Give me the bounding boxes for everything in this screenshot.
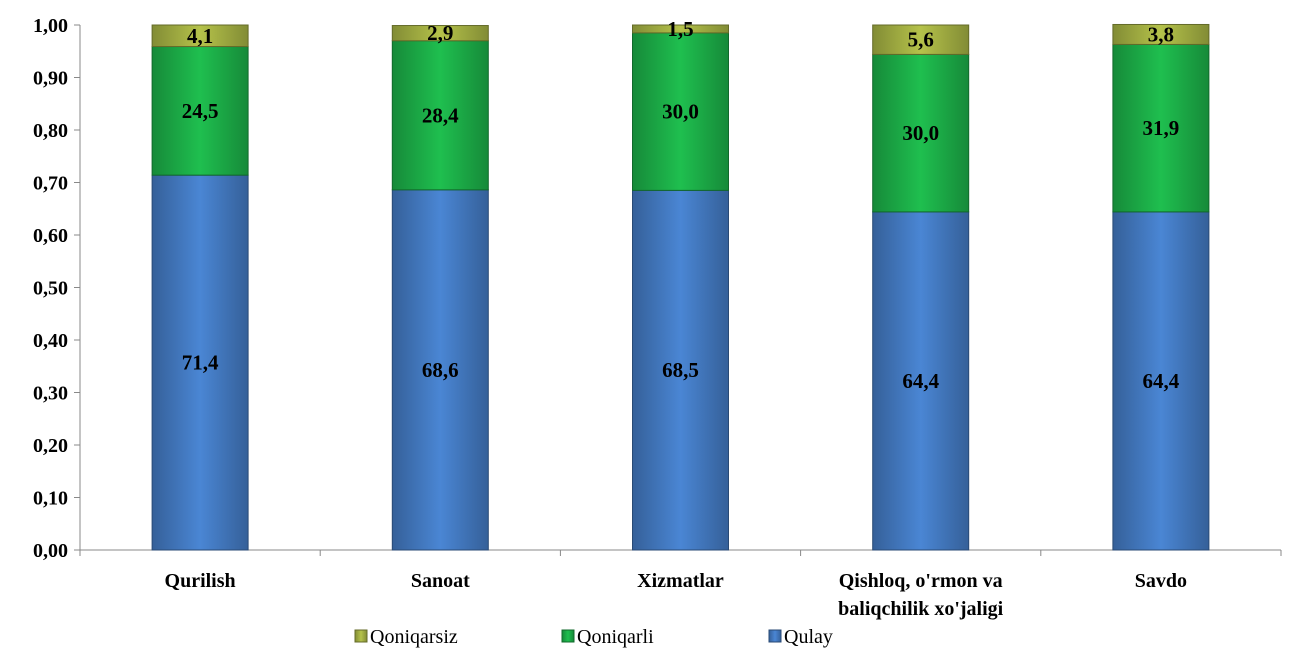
bar-segment-qoniqarli [391, 40, 489, 191]
category-labels: Qurilish Sanoat Xizmatlar Qishloq, o'rmon v… [165, 570, 1187, 620]
category-label: Sanoat [411, 570, 470, 592]
bar-segment-qulay [872, 211, 970, 551]
data-label: 30,0 [902, 121, 939, 145]
y-tick-label: 0,10 [33, 488, 68, 510]
y-tick-label: 0,00 [33, 540, 68, 562]
category-label: Xizmatlar [637, 570, 724, 592]
data-label: 64,4 [1143, 369, 1180, 393]
data-labels: 71,4 24,5 4,1 68,6 28,4 2,9 68,5 30,0 1,5 64,4 30,… [182, 17, 1180, 393]
bar-segment-qoniqarsiz [1112, 23, 1210, 45]
bar-segment-qulay [632, 189, 729, 551]
data-label: 68,6 [422, 358, 459, 382]
legend-label: Qoniqarli [577, 626, 654, 648]
bar-segment-qulay [151, 174, 249, 551]
y-tick-label: 0,60 [33, 225, 68, 247]
data-label: 5,6 [908, 28, 934, 52]
y-tick-label: 0,30 [33, 383, 68, 405]
y-tick-label: 0,20 [33, 435, 68, 457]
y-tick-label: 1,00 [33, 15, 68, 37]
legend-label: Qoniqarsiz [370, 626, 458, 648]
bar-segment-qulay [1112, 211, 1210, 551]
legend: Qoniqarsiz Qoniqarli Qulay [354, 626, 833, 648]
data-label: 64,4 [902, 369, 939, 393]
y-tick-label: 0,80 [33, 120, 68, 142]
data-label: 4,1 [187, 24, 213, 48]
legend-swatch [768, 629, 782, 643]
data-label: 24,5 [182, 99, 219, 123]
data-label: 30,0 [662, 100, 699, 124]
bar-segment-qulay [391, 189, 489, 551]
legend-swatch [561, 629, 575, 643]
bar-segment-qoniqarli [151, 46, 249, 176]
axes: 0,00 0,10 0,20 0,30 0,40 0,50 0,60 0,70 0,80 0,90… [33, 15, 1282, 562]
data-label: 31,9 [1143, 116, 1180, 140]
bar-segment-qoniqarsiz [632, 24, 729, 34]
bar-segment-qoniqarli [1112, 43, 1210, 213]
y-tick-label: 0,90 [33, 68, 68, 90]
category-label: baliqchilik xo'jaligi [838, 598, 1003, 620]
y-tick-label: 0,70 [33, 173, 68, 195]
data-label: 1,5 [667, 17, 693, 41]
bar-segment-qoniqarli [872, 53, 970, 213]
legend-label: Qulay [784, 626, 833, 648]
data-label: 3,8 [1148, 22, 1174, 46]
bar-segment-qoniqarsiz [391, 25, 489, 42]
category-label: Qurilish [165, 570, 236, 592]
bar-segment-qoniqarsiz [872, 24, 970, 55]
legend-swatch [354, 629, 368, 643]
bar-segment-qoniqarsiz [151, 24, 249, 48]
y-tick-label: 0,40 [33, 330, 68, 352]
data-label: 68,5 [662, 358, 699, 382]
data-label: 71,4 [182, 351, 219, 375]
category-label: Qishloq, o'rmon va [839, 570, 1003, 592]
bars [151, 23, 1210, 551]
category-label: Savdo [1135, 570, 1187, 592]
bar-segment-qoniqarli [632, 32, 729, 191]
data-label: 2,9 [427, 21, 453, 45]
y-tick-label: 0,50 [33, 278, 68, 300]
data-label: 28,4 [422, 103, 459, 127]
